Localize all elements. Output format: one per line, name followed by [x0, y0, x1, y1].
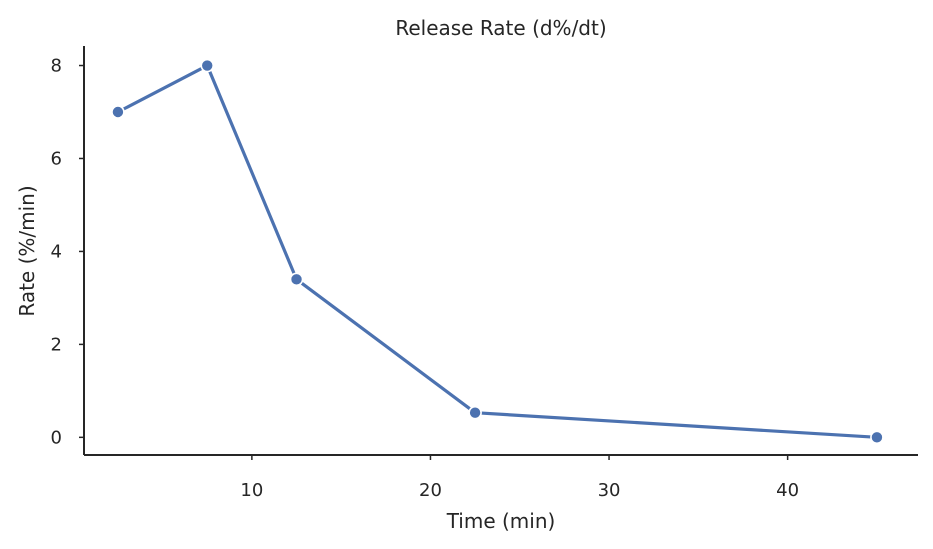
y-axis-label: Rate (%/min) — [15, 185, 39, 316]
series-line — [116, 63, 879, 439]
x-tick-label: 10 — [240, 480, 263, 501]
plot-area: 0 2 4 6 8 10 20 30 40 — [51, 46, 918, 501]
data-point — [289, 272, 304, 287]
y-axis-ticks: 0 2 4 6 8 — [51, 56, 84, 448]
y-tick-label: 6 — [51, 148, 62, 169]
data-point — [870, 430, 884, 445]
data-point — [111, 105, 125, 119]
x-tick-label: 30 — [598, 480, 621, 501]
x-tick-label: 40 — [776, 480, 799, 501]
series-layer — [111, 58, 884, 445]
x-axis-ticks: 10 20 30 40 — [240, 455, 799, 501]
y-tick-label: 0 — [51, 427, 62, 448]
x-tick-label: 20 — [419, 480, 442, 501]
y-tick-label: 8 — [51, 56, 62, 77]
y-tick-label: 2 — [51, 334, 62, 355]
x-axis-label: Time (min) — [446, 509, 556, 533]
y-tick-label: 4 — [51, 241, 62, 262]
chart-title: Release Rate (d%/dt) — [395, 16, 606, 40]
data-point — [468, 405, 482, 420]
data-point — [200, 58, 215, 73]
